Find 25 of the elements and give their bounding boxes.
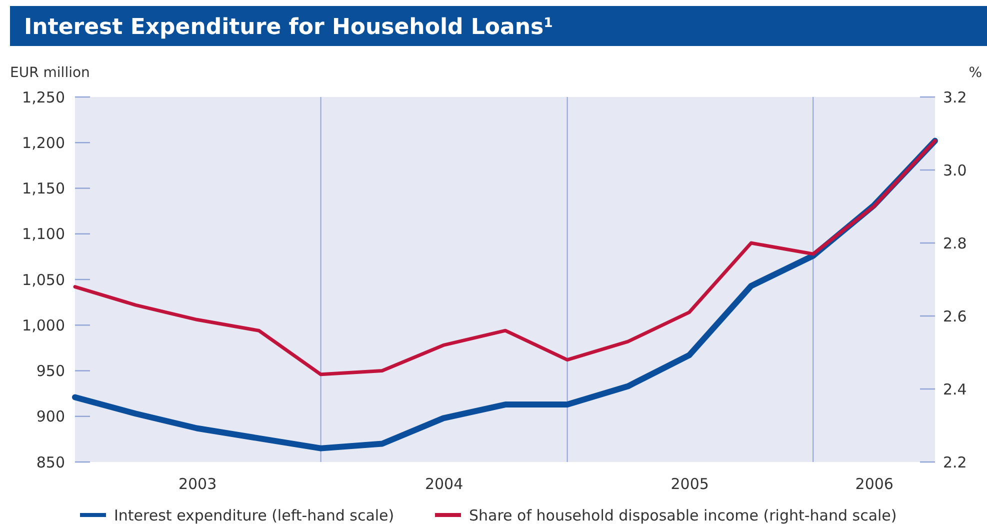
x-tick-label: 2004	[424, 475, 464, 493]
y2-tick-label: 2.2	[943, 453, 967, 472]
x-tick-label: 2006	[855, 475, 894, 493]
y-tick-label: 1,150	[22, 180, 65, 198]
y-tick-label: 900	[36, 408, 65, 426]
x-tick-label: 2005	[670, 475, 709, 493]
y-axis-title: EUR million	[10, 65, 90, 81]
y-tick-label: 1,000	[22, 316, 65, 334]
y2-tick-label: 2.4	[943, 380, 967, 398]
y2-axis-title: %	[968, 65, 982, 81]
y-tick-label: 1,200	[22, 134, 65, 152]
x-tick-label: 2003	[178, 475, 217, 493]
legend-label: Interest expenditure (left-hand scale)	[114, 506, 394, 524]
y-tick-label: 1,050	[22, 270, 65, 289]
y-tick-label: 1,250	[22, 88, 65, 106]
y-tick-label: 1,100	[22, 225, 65, 244]
y2-tick-label: 2.6	[943, 307, 967, 326]
y-tick-label: 850	[36, 453, 65, 472]
line-series	[73, 139, 937, 376]
y2-tick-label: 2.8	[943, 234, 967, 252]
chart-title: Interest Expenditure for Household Loans$^{1}$	[24, 15, 553, 40]
legend-label: Share of household disposable income (right-hand scale)	[469, 506, 897, 524]
y-tick-label: 950	[36, 362, 65, 380]
y2-tick-label: 3.2	[943, 88, 967, 106]
y2-tick-label: 3.0	[943, 161, 967, 180]
